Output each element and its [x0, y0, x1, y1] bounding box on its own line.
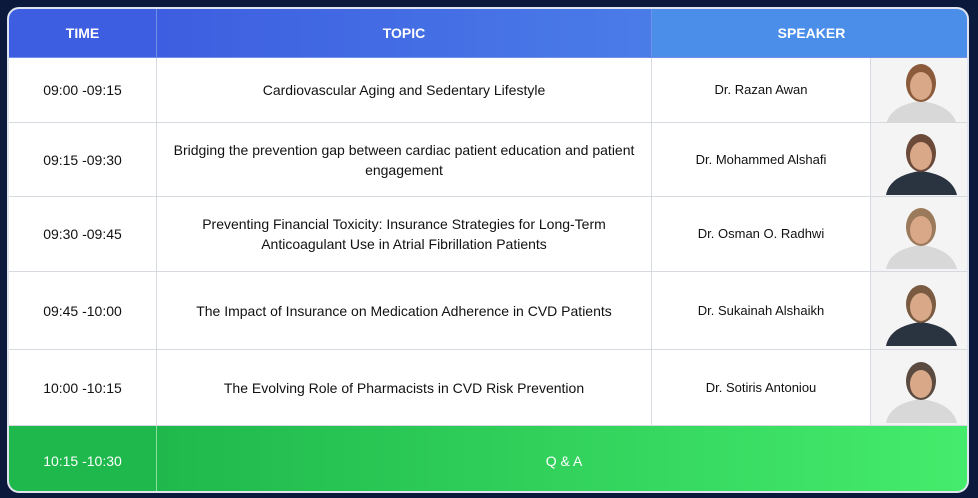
topic-cell: The Evolving Role of Pharmacists in CVD … [157, 350, 652, 426]
avatar [885, 284, 957, 346]
header-speaker: SPEAKER [652, 9, 967, 58]
time-cell: 09:00 -09:15 [9, 58, 157, 123]
avatar [885, 361, 957, 423]
time-cell: 10:00 -10:15 [9, 350, 157, 426]
speaker-photo [871, 123, 967, 197]
speaker-photo [871, 58, 967, 125]
topic-cell: Preventing Financial Toxicity: Insurance… [157, 197, 652, 272]
topic-cell: Cardiovascular Aging and Sedentary Lifes… [157, 58, 652, 123]
schedule-table: TIME TOPIC SPEAKER 09:00 -09:15 Cardiovas… [7, 7, 969, 493]
avatar-face [909, 369, 932, 398]
time-cell: 09:15 -09:30 [9, 123, 157, 197]
avatar [885, 64, 957, 125]
topic-cell: The Impact of Insurance on Medication Ad… [157, 272, 652, 350]
speaker-cell: Dr. Sotiris Antoniou [652, 350, 871, 426]
topic-cell: Bridging the prevention gap between card… [157, 123, 652, 197]
avatar [885, 208, 957, 269]
qa-label-cell: Q & A [157, 426, 967, 491]
header-time: TIME [9, 9, 157, 58]
time-cell: 09:45 -10:00 [9, 272, 157, 350]
avatar-face [909, 72, 932, 100]
speaker-cell: Dr. Razan Awan [652, 58, 871, 123]
avatar-body [885, 398, 957, 423]
avatar-body [885, 245, 957, 269]
speaker-photo [871, 350, 967, 426]
avatar-face [909, 292, 932, 321]
speaker-cell: Dr. Sukainah Alshaikh [652, 272, 871, 350]
avatar-face [909, 141, 932, 170]
speaker-cell: Dr. Mohammed Alshafi [652, 123, 871, 197]
speaker-photo [871, 197, 967, 272]
time-cell: 09:30 -09:45 [9, 197, 157, 272]
avatar [885, 133, 957, 195]
avatar-body [885, 321, 957, 346]
avatar-body [885, 170, 957, 195]
speaker-cell: Dr. Osman O. Radhwi [652, 197, 871, 272]
qa-time-cell: 10:15 -10:30 [9, 426, 157, 491]
header-topic: TOPIC [157, 9, 652, 58]
avatar-face [909, 216, 932, 244]
avatar-body [885, 101, 957, 125]
speaker-photo [871, 272, 967, 350]
